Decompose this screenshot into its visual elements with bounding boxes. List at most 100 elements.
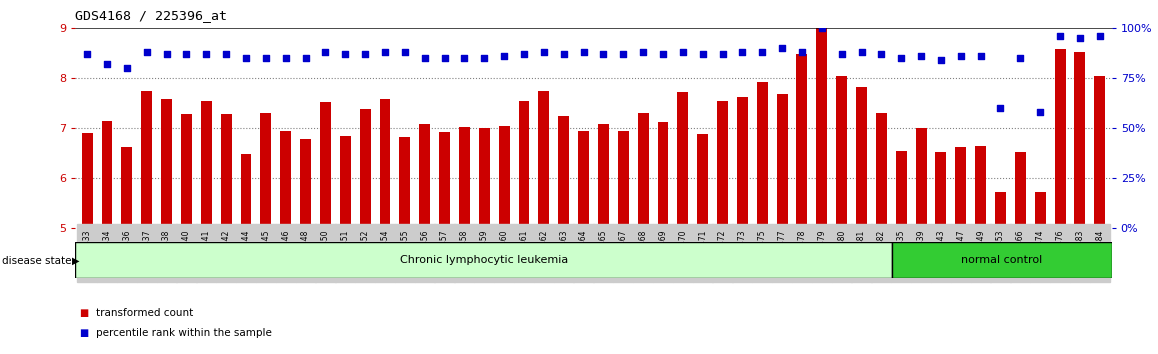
Bar: [1075, 52, 1085, 228]
Point: [793, 50, 812, 55]
Bar: [797, 54, 807, 228]
Bar: [1035, 192, 1046, 228]
Bar: [816, 28, 827, 228]
Point: [535, 50, 554, 55]
Point: [157, 51, 176, 57]
Bar: [82, 133, 93, 228]
Bar: [893, 242, 1112, 278]
Point: [733, 50, 752, 55]
Point: [911, 53, 930, 59]
Point: [97, 62, 116, 67]
Text: GDS4168 / 225396_at: GDS4168 / 225396_at: [75, 9, 227, 22]
Bar: [757, 82, 768, 228]
Point: [257, 56, 276, 61]
Bar: [280, 131, 291, 228]
Point: [772, 46, 791, 51]
Bar: [419, 124, 430, 228]
Bar: [1094, 76, 1105, 228]
Point: [118, 65, 137, 71]
Bar: [181, 114, 192, 228]
Point: [356, 51, 374, 57]
Point: [833, 51, 851, 57]
Bar: [320, 102, 331, 228]
Point: [1011, 56, 1029, 61]
Text: Chronic lymphocytic leukemia: Chronic lymphocytic leukemia: [400, 255, 567, 265]
Bar: [558, 116, 569, 228]
Point: [813, 25, 831, 31]
Bar: [677, 92, 688, 228]
Bar: [380, 99, 390, 228]
Point: [514, 51, 533, 57]
Bar: [200, 101, 212, 228]
Text: percentile rank within the sample: percentile rank within the sample: [96, 328, 272, 338]
Point: [555, 51, 573, 57]
Bar: [122, 147, 132, 228]
Bar: [221, 114, 232, 228]
Point: [316, 50, 335, 55]
Point: [197, 51, 215, 57]
Bar: [161, 99, 173, 228]
Bar: [995, 192, 1006, 228]
Bar: [955, 147, 966, 228]
Point: [177, 51, 196, 57]
Bar: [300, 139, 312, 228]
Point: [972, 53, 990, 59]
Point: [1031, 109, 1049, 115]
Point: [296, 56, 315, 61]
Bar: [777, 94, 787, 228]
Point: [416, 56, 434, 61]
Point: [336, 51, 354, 57]
Bar: [102, 121, 112, 228]
Point: [1091, 34, 1109, 39]
Point: [455, 56, 474, 61]
Point: [435, 56, 454, 61]
Point: [674, 50, 692, 55]
Bar: [836, 76, 848, 228]
Point: [633, 50, 652, 55]
Point: [694, 51, 712, 57]
Bar: [459, 127, 470, 228]
Text: transformed count: transformed count: [96, 308, 193, 318]
Point: [654, 51, 673, 57]
Bar: [638, 113, 648, 228]
Point: [217, 51, 235, 57]
Bar: [241, 154, 251, 228]
Bar: [717, 101, 728, 228]
Point: [1071, 35, 1090, 41]
Point: [952, 53, 970, 59]
Point: [138, 50, 156, 55]
Bar: [697, 134, 709, 228]
Point: [375, 50, 394, 55]
Point: [753, 50, 771, 55]
Bar: [936, 152, 946, 228]
Point: [892, 56, 910, 61]
Bar: [360, 109, 371, 228]
Text: ▶: ▶: [72, 256, 79, 266]
Point: [932, 57, 951, 63]
Point: [236, 56, 255, 61]
Bar: [1014, 152, 1026, 228]
Bar: [1055, 49, 1065, 228]
Point: [574, 50, 593, 55]
Bar: [538, 91, 549, 228]
Bar: [261, 113, 271, 228]
Bar: [975, 146, 987, 228]
Bar: [916, 129, 926, 228]
Bar: [339, 136, 351, 228]
Text: normal control: normal control: [961, 255, 1042, 265]
Bar: [856, 87, 867, 228]
Text: ■: ■: [79, 328, 88, 338]
Bar: [598, 124, 609, 228]
Text: disease state: disease state: [2, 256, 72, 266]
Bar: [578, 131, 589, 228]
Bar: [400, 137, 410, 228]
Bar: [875, 113, 887, 228]
Bar: [141, 91, 152, 228]
Bar: [439, 132, 450, 228]
Point: [277, 56, 295, 61]
Point: [991, 105, 1010, 111]
Point: [396, 50, 415, 55]
Point: [614, 51, 632, 57]
Point: [852, 50, 871, 55]
Bar: [618, 131, 629, 228]
